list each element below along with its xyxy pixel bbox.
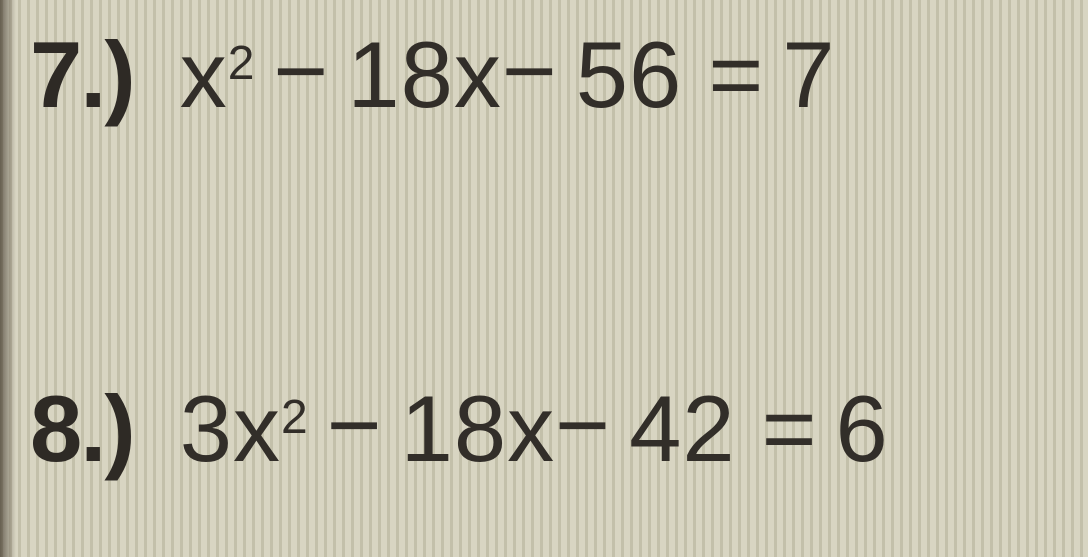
- problem-number-8: 8.): [30, 382, 134, 476]
- problem-expression-7: x2−18x−56=7: [180, 28, 836, 122]
- left-vignette: [0, 0, 16, 557]
- problem-number-7: 7.): [30, 28, 134, 122]
- problem-expression-8: 3x2−18x−42=6: [180, 382, 889, 476]
- problem-8: 8.) 3x2−18x−42=6: [30, 382, 1058, 476]
- problem-7: 7.) x2−18x−56=7: [30, 28, 1058, 122]
